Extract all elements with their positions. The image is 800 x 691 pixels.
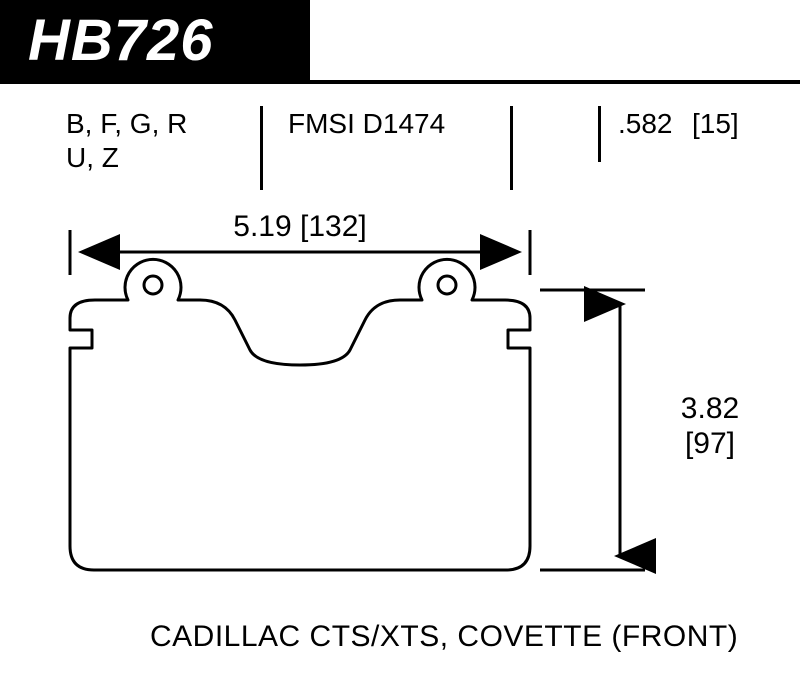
- width-inches: 5.19: [233, 210, 291, 243]
- spec-tick-3: [598, 106, 601, 162]
- dimension-lines: [0, 0, 800, 691]
- compound-codes-line1: B, F, G, R: [66, 108, 187, 140]
- brake-pad-outline: [0, 0, 800, 691]
- compound-codes-line2: U, Z: [66, 142, 119, 174]
- height-inches: 3.82: [681, 392, 739, 425]
- width-dim-label: 5.19 [132]: [200, 210, 400, 244]
- application-caption: CADILLAC CTS/XTS, COVETTE (FRONT): [150, 620, 738, 654]
- thickness-mm: [15]: [692, 108, 739, 140]
- part-number: HB726: [28, 7, 214, 74]
- header-rule: [0, 80, 800, 84]
- fmsi-code: FMSI D1474: [288, 108, 445, 140]
- spec-tick-1: [260, 106, 263, 190]
- height-mm: [97]: [685, 427, 735, 460]
- mount-hole-right: [438, 276, 456, 294]
- spec-tick-2: [510, 106, 513, 190]
- mount-hole-left: [144, 276, 162, 294]
- height-dim-label: 3.82 [97]: [660, 392, 760, 461]
- header-bar: HB726: [0, 0, 310, 80]
- pad-shape: [70, 259, 530, 570]
- thickness-inches: .582: [618, 108, 673, 140]
- width-mm: [132]: [300, 210, 367, 243]
